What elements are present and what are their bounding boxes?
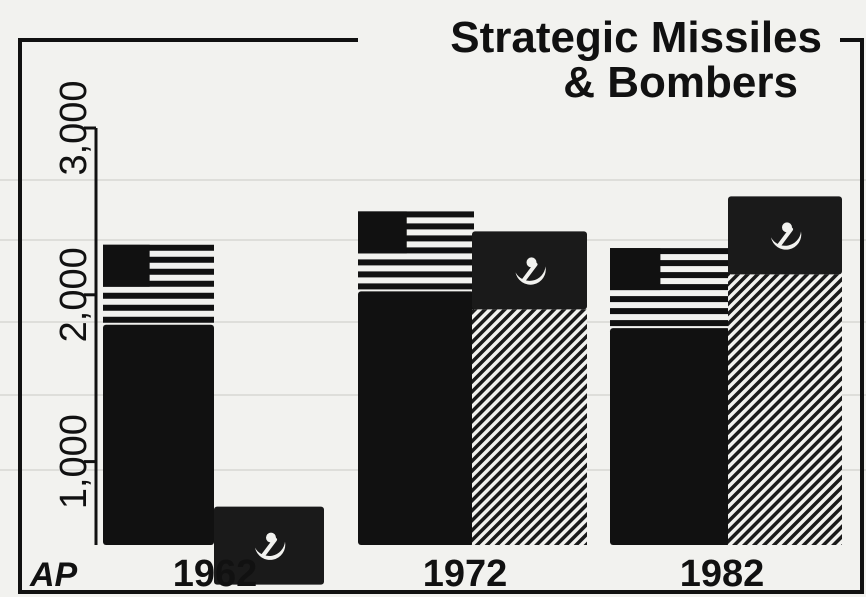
- hammer-sickle-icon: [214, 506, 324, 585]
- us-flag-icon: [358, 211, 474, 290]
- x-tick-labels: 1962 1972 1982: [173, 553, 765, 595]
- bar-us-1972: [358, 211, 474, 545]
- bar-ussr-1982: [728, 196, 842, 545]
- y-tick-label: 3,000: [53, 80, 95, 175]
- y-tick-label: 1,000: [53, 414, 95, 509]
- x-tick-label: 1982: [680, 553, 765, 595]
- y-tick-label: 2,000: [53, 247, 95, 342]
- y-ticks: 1,000 2,000 3,000: [53, 80, 96, 509]
- chart-title-line2: & Bombers: [563, 58, 798, 107]
- bar-ussr-1962: [214, 506, 324, 585]
- us-flag-icon: [103, 244, 214, 323]
- hammer-sickle-icon: [728, 196, 842, 275]
- hammer-sickle-icon: [472, 231, 587, 310]
- credit-logo: AP: [29, 556, 78, 594]
- x-tick-label: 1972: [423, 553, 508, 595]
- bar-us-body: [610, 328, 730, 545]
- chart-title-line1: Strategic Missiles: [450, 13, 822, 62]
- bar-ussr-1972: [472, 231, 587, 545]
- bar-us-1982: [610, 248, 730, 545]
- bar-us-1962: [103, 244, 214, 545]
- bar-us-body: [103, 324, 214, 545]
- us-flag-icon: [610, 248, 730, 327]
- bar-us-body: [358, 291, 474, 545]
- x-tick-label: 1962: [173, 553, 258, 595]
- bars: [103, 196, 842, 585]
- bar-ussr-body: [728, 274, 842, 545]
- chart-frame: [18, 38, 864, 594]
- bar-ussr-body: [472, 309, 587, 545]
